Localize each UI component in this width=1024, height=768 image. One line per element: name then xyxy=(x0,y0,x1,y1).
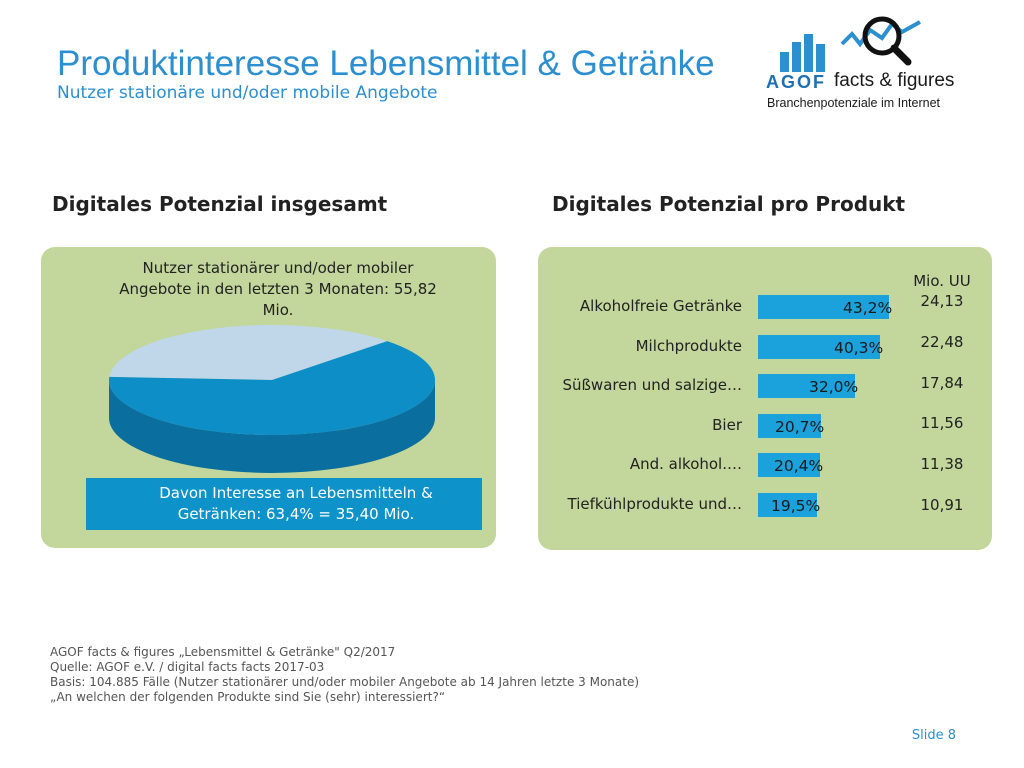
footer-line: „An welchen der folgenden Produkte sind … xyxy=(50,690,446,704)
bar-category-label: Milchprodukte xyxy=(635,336,742,355)
bar xyxy=(758,334,880,359)
pie-slice-rest xyxy=(109,325,388,380)
bar-value-label: 20,7% xyxy=(775,417,825,436)
bar-category-label: Bier xyxy=(712,415,742,434)
bar-value-label: 20,4% xyxy=(774,457,824,475)
mio-uu-value: 24,13 xyxy=(920,292,964,310)
right-heading: Digitales Potenzial pro Produkt xyxy=(552,192,906,216)
bar-value-label: 40,3% xyxy=(834,338,884,357)
bar-value-label: 32,0% xyxy=(809,378,859,396)
mio-uu-value: 11,38 xyxy=(920,455,964,474)
left-heading: Digitales Potenzial insgesamt xyxy=(52,192,388,216)
bar-category-label: Süßwaren und salzige… xyxy=(562,376,742,394)
magnifier-icon xyxy=(840,16,921,66)
page-title: Produktinteresse Lebensmittel & Getränke xyxy=(57,44,715,83)
footer: AGOF facts & figures „Lebensmittel & Get… xyxy=(50,645,639,705)
pie-slice-side xyxy=(109,380,435,473)
mio-uu-value: 10,91 xyxy=(920,496,964,514)
footer-line: Quelle: AGOF e.V. / digital facts facts … xyxy=(50,660,325,674)
mio-uu-value: 11,56 xyxy=(920,414,964,433)
bar xyxy=(758,453,820,477)
bar-value-label: 43,2% xyxy=(843,299,893,317)
logo-product: facts & figures xyxy=(834,70,955,91)
bar-chart-icon xyxy=(780,34,825,72)
bar xyxy=(758,374,855,398)
page-subtitle: Nutzer stationäre und/oder mobile Angebo… xyxy=(57,83,438,103)
bar-category-label: Alkoholfreie Getränke xyxy=(579,297,742,315)
bar-value-label: 19,5% xyxy=(771,496,821,515)
mio-uu-value: 22,48 xyxy=(920,332,964,351)
footer-line: Basis: 104.885 Fälle (Nutzer stationärer… xyxy=(50,675,640,689)
agof-logo xyxy=(780,16,921,72)
mio-uu-value: 17,84 xyxy=(920,373,964,392)
slide-number: Slide 8 xyxy=(911,728,956,743)
pie-chart xyxy=(108,325,435,473)
bar xyxy=(758,492,817,517)
bar xyxy=(758,413,821,438)
bar xyxy=(758,295,889,319)
logo-brand: AGOF xyxy=(766,72,826,92)
bar-category-label: And. alkohol.… xyxy=(629,455,742,473)
logo-tagline: Branchenpotenziale im Internet xyxy=(767,96,941,110)
footer-line: AGOF facts & figures „Lebensmittel & Get… xyxy=(50,645,396,659)
interest-highlight: Davon Interesse an Lebensmitteln & Geträ… xyxy=(86,478,482,530)
bar-category-label: Tiefkühlprodukte und… xyxy=(567,494,742,513)
pie-description: Nutzer stationärer und/oder mobiler Ange… xyxy=(119,259,437,319)
pie-slice-main xyxy=(108,341,435,435)
mio-uu-header: Mio. UU xyxy=(913,272,971,290)
